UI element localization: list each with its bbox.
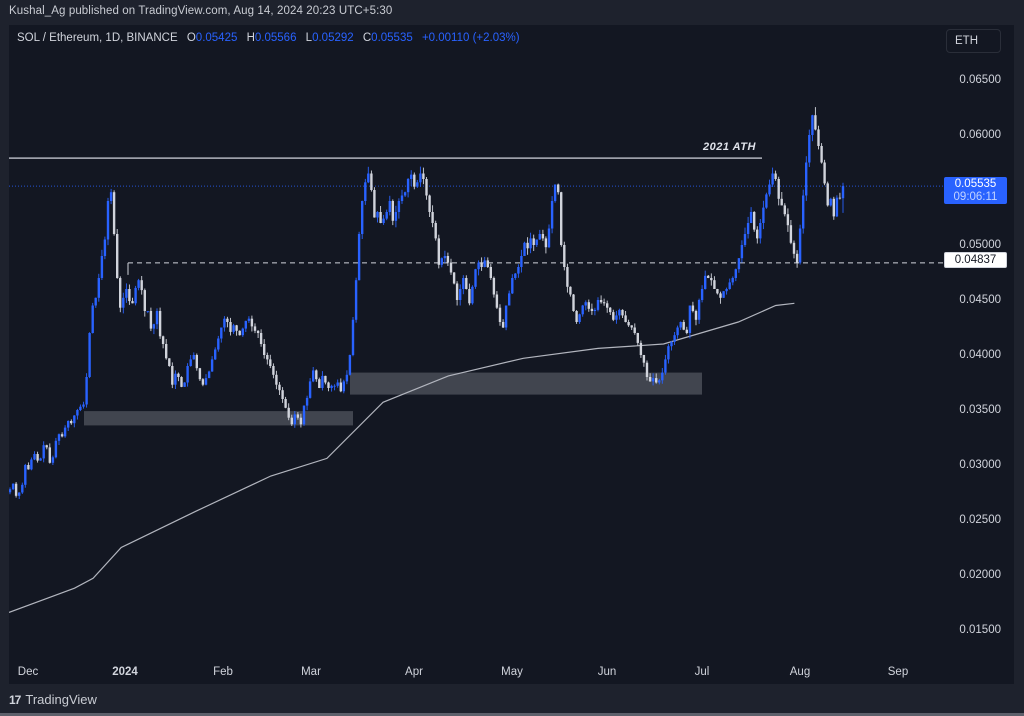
bottom-strip <box>0 713 1024 716</box>
ath-annotation[interactable]: 2021 ATH <box>703 141 756 153</box>
price-tick: 0.06000 <box>959 129 1001 141</box>
time-tick: Sep <box>887 666 909 678</box>
time-tick: Dec <box>17 666 39 678</box>
chart-legend: SOL / Ethereum, 1D, BINANCE O0.05425 H0.… <box>17 32 520 44</box>
price-tick: 0.02000 <box>959 569 1001 581</box>
time-tick: Feb <box>213 666 233 678</box>
demand-zone-2 <box>350 372 702 395</box>
change-value: +0.00110 (+2.03%) <box>421 32 520 44</box>
moving-average-line <box>9 302 795 613</box>
time-tick: Mar <box>301 666 321 678</box>
time-tick: Aug <box>789 666 811 678</box>
chart-pane[interactable]: SOL / Ethereum, 1D, BINANCE O0.05425 H0.… <box>9 25 1014 684</box>
price-plot[interactable] <box>9 25 1014 684</box>
symbol-label[interactable]: SOL / Ethereum, 1D, BINANCE <box>17 32 178 44</box>
close-value: 0.05535 <box>371 32 413 44</box>
price-tick: 0.03500 <box>959 404 1001 416</box>
price-tick: 0.03000 <box>959 459 1001 471</box>
high-value: 0.05566 <box>254 32 297 44</box>
publish-info: Kushal_Ag published on TradingView.com, … <box>9 5 393 17</box>
tradingview-logo[interactable]: 17 TradingView <box>9 692 97 707</box>
price-tick: 0.02500 <box>959 514 1001 526</box>
close-label: C <box>362 32 372 44</box>
bar-countdown: 09:06:11 <box>953 190 998 203</box>
price-axis[interactable]: 0.06500 0.06000 0.05000 0.04500 0.04000 0.035… <box>944 25 1014 684</box>
demand-zone-1 <box>84 411 353 426</box>
time-tick: Jun <box>597 666 617 678</box>
price-tick: 0.04500 <box>959 294 1001 306</box>
currency-button[interactable]: ETH <box>946 29 1001 53</box>
open-label: O <box>186 32 196 44</box>
time-tick: Apr <box>405 666 423 678</box>
price-tick: 0.05000 <box>959 239 1001 251</box>
low-label: L <box>305 32 313 44</box>
last-price-label: 0.05535 09:06:11 <box>944 177 1007 204</box>
open-value: 0.05425 <box>195 32 238 44</box>
low-value: 0.05292 <box>312 32 354 44</box>
brand-name: TradingView <box>25 692 97 707</box>
high-label: H <box>246 32 255 44</box>
level-price-label: 0.04837 <box>944 252 1007 268</box>
time-tick: Jul <box>694 666 710 678</box>
price-tick: 0.06500 <box>959 74 1001 86</box>
time-tick: May <box>501 666 523 678</box>
tradingview-mark-icon: 17 <box>9 692 21 707</box>
last-price-value: 0.05535 <box>954 178 997 190</box>
time-tick: 2024 <box>112 666 138 678</box>
price-tick: 0.04000 <box>959 349 1001 361</box>
price-tick: 0.01500 <box>959 624 1001 636</box>
